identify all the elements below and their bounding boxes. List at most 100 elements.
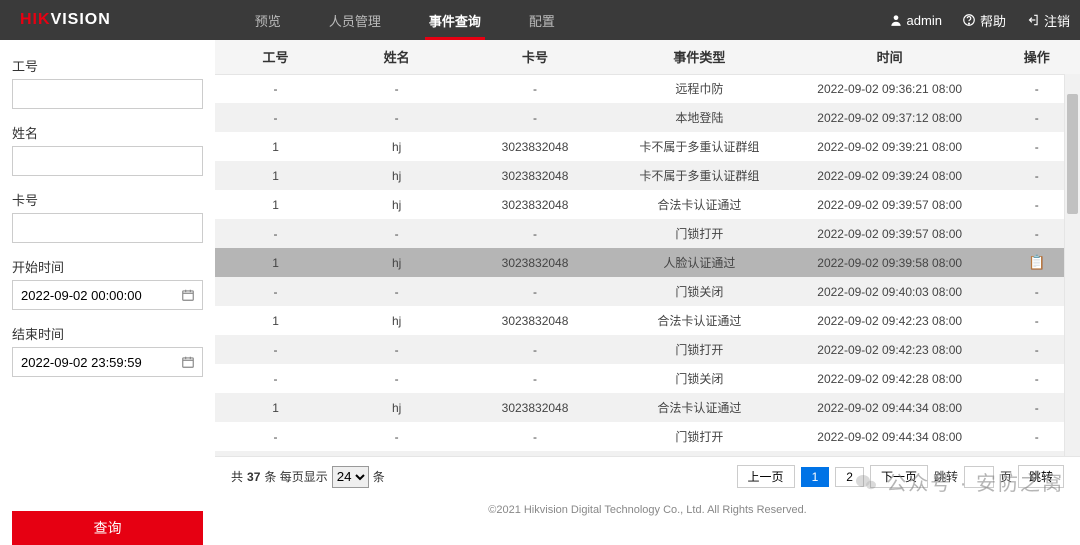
scrollbar-thumb[interactable] (1067, 94, 1078, 214)
cell-type: 卡不属于多重认证群组 (613, 132, 786, 161)
main-nav: 预览人员管理事件查询配置 (231, 0, 579, 40)
cell-time: 2022-09-02 09:44:34 08:00 (786, 393, 994, 422)
table-row[interactable]: 1hj3023832048卡不属于多重认证群组2022-09-02 09:39:… (215, 161, 1080, 190)
cell-emp: - (215, 219, 336, 248)
nav-item-2[interactable]: 事件查询 (405, 0, 505, 40)
table-row[interactable]: ---门锁关闭2022-09-02 09:42:28 08:00- (215, 364, 1080, 393)
table-row[interactable]: ---门锁打开2022-09-02 09:44:34 08:00- (215, 422, 1080, 451)
column-header: 卡号 (457, 40, 613, 74)
column-header: 时间 (786, 40, 994, 74)
cell-name: - (336, 422, 457, 451)
cell-emp: 1 (215, 132, 336, 161)
cell-name: hj (336, 161, 457, 190)
cell-time: 2022-09-02 09:37:12 08:00 (786, 103, 994, 132)
user-icon (889, 13, 903, 27)
cell-name: hj (336, 248, 457, 277)
table-row[interactable]: 1hj3023832048合法卡认证通过2022-09-02 09:39:57 … (215, 190, 1080, 219)
clipboard-icon[interactable]: 📋 (1028, 254, 1045, 270)
cell-type: 门锁打开 (613, 219, 786, 248)
table-row[interactable]: ---远程巾防2022-09-02 09:36:21 08:00- (215, 74, 1080, 103)
nav-item-3[interactable]: 配置 (505, 0, 579, 40)
brand-logo: HIKVISION (20, 11, 111, 29)
cell-emp: - (215, 277, 336, 306)
cell-emp: - (215, 103, 336, 132)
cell-name: - (336, 364, 457, 393)
page-button-1[interactable]: 1 (801, 467, 830, 487)
card-input[interactable] (12, 213, 203, 243)
logout-link[interactable]: 注销 (1026, 11, 1070, 30)
logout-label: 注销 (1044, 11, 1070, 30)
user-name: admin (907, 13, 942, 28)
filter-sidebar: 工号 姓名 卡号 开始时间 结束时间 查询 (0, 40, 215, 524)
cell-type: 人脸认证通过 (613, 451, 786, 456)
start-label: 开始时间 (12, 257, 203, 276)
end-label: 结束时间 (12, 324, 203, 343)
cell-card: 3023832048 (457, 248, 613, 277)
name-label: 姓名 (12, 123, 203, 142)
table-row[interactable]: 1hj3023832048人脸认证通过2022-09-02 09:44:38 0… (215, 451, 1080, 456)
table-row[interactable]: ---门锁打开2022-09-02 09:42:23 08:00- (215, 335, 1080, 364)
per-page-select[interactable]: 24 (332, 466, 369, 488)
cell-type: 合法卡认证通过 (613, 190, 786, 219)
cell-name: hj (336, 190, 457, 219)
scrollbar[interactable] (1064, 74, 1080, 456)
start-time-input[interactable] (12, 280, 203, 310)
cell-time: 2022-09-02 09:42:23 08:00 (786, 306, 994, 335)
cell-emp: - (215, 364, 336, 393)
cell-card: - (457, 277, 613, 306)
cell-card: 3023832048 (457, 451, 613, 456)
cell-emp: - (215, 335, 336, 364)
page-suffix: 页 (1000, 468, 1012, 485)
emp-input[interactable] (12, 79, 203, 109)
cell-card: 3023832048 (457, 132, 613, 161)
table-row[interactable]: 1hj3023832048人脸认证通过2022-09-02 09:39:58 0… (215, 248, 1080, 277)
cell-card: - (457, 74, 613, 103)
cell-card: - (457, 103, 613, 132)
cell-name: - (336, 219, 457, 248)
table-row[interactable]: 1hj3023832048合法卡认证通过2022-09-02 09:44:34 … (215, 393, 1080, 422)
cell-type: 合法卡认证通过 (613, 306, 786, 335)
nav-item-0[interactable]: 预览 (231, 0, 305, 40)
cell-emp: - (215, 74, 336, 103)
pager-total: 37 (247, 470, 260, 484)
end-time-input[interactable] (12, 347, 203, 377)
table-row[interactable]: ---门锁关闭2022-09-02 09:40:03 08:00- (215, 277, 1080, 306)
cell-time: 2022-09-02 09:39:58 08:00 (786, 248, 994, 277)
cell-emp: 1 (215, 393, 336, 422)
table-row[interactable]: 1hj3023832048卡不属于多重认证群组2022-09-02 09:39:… (215, 132, 1080, 161)
cell-time: 2022-09-02 09:44:38 08:00 (786, 451, 994, 456)
table-wrap: 工号姓名卡号事件类型时间操作 ---远程巾防2022-09-02 09:36:2… (215, 40, 1080, 456)
table-row[interactable]: 1hj3023832048合法卡认证通过2022-09-02 09:42:23 … (215, 306, 1080, 335)
pager: 共 37 条 每页显示 24 条 上一页12下一页跳转页跳转 (215, 456, 1080, 496)
search-button[interactable]: 查询 (12, 511, 203, 545)
cell-card: - (457, 364, 613, 393)
cell-time: 2022-09-02 09:39:57 08:00 (786, 190, 994, 219)
calendar-icon (181, 288, 195, 302)
cell-card: 3023832048 (457, 190, 613, 219)
user-menu[interactable]: admin (889, 13, 942, 28)
cell-type: 人脸认证通过 (613, 248, 786, 277)
help-link[interactable]: 帮助 (962, 11, 1006, 30)
column-header: 姓名 (336, 40, 457, 74)
pager-text: 条 每页显示 (264, 468, 327, 485)
table-row[interactable]: ---本地登陆2022-09-02 09:37:12 08:00- (215, 103, 1080, 132)
jump-page-input[interactable] (964, 466, 994, 488)
cell-name: hj (336, 393, 457, 422)
cell-time: 2022-09-02 09:36:21 08:00 (786, 74, 994, 103)
name-input[interactable] (12, 146, 203, 176)
brand-white: VISION (51, 11, 111, 28)
jump-button[interactable]: 跳转 (1018, 465, 1064, 488)
nav-item-1[interactable]: 人员管理 (305, 0, 405, 40)
cell-name: - (336, 335, 457, 364)
cell-type: 门锁打开 (613, 335, 786, 364)
next-page-button[interactable]: 下一页 (870, 465, 928, 488)
prev-page-button[interactable]: 上一页 (737, 465, 795, 488)
table-row[interactable]: ---门锁打开2022-09-02 09:39:57 08:00- (215, 219, 1080, 248)
cell-card: - (457, 335, 613, 364)
table-header-row: 工号姓名卡号事件类型时间操作 (215, 40, 1080, 74)
pager-text: 共 (231, 468, 243, 485)
cell-type: 卡不属于多重认证群组 (613, 161, 786, 190)
cell-emp: 1 (215, 190, 336, 219)
cell-card: 3023832048 (457, 161, 613, 190)
page-button-2[interactable]: 2 (835, 467, 864, 487)
